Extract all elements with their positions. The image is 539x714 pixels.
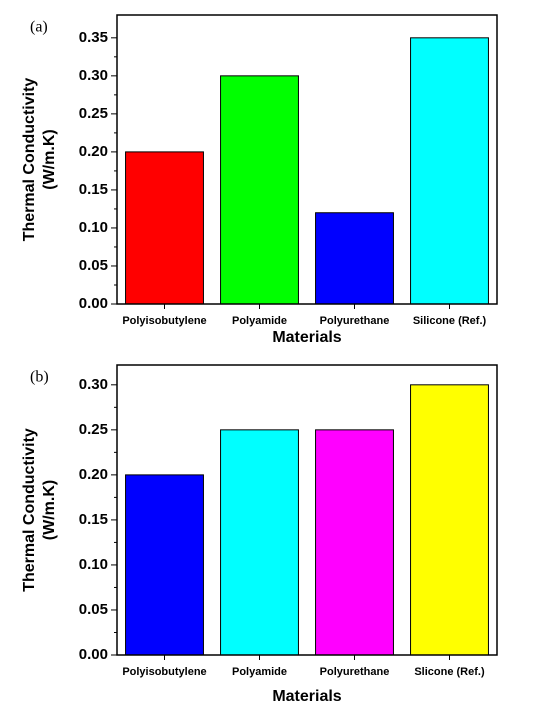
panel-label: (a) [30,19,48,36]
y-axis-label: Thermal Conductivity [21,428,38,592]
x-axis-label: Materials [272,329,341,346]
y-tick-label: 0.25 [79,105,108,122]
y-axis-label: Thermal Conductivity [21,78,38,242]
bar [220,75,299,305]
y-tick-label: 0.25 [79,421,108,438]
x-tick-label: Polyisobutylene [122,315,206,327]
y-tick-label: 0.10 [79,219,108,236]
bar [220,429,299,656]
y-tick-label: 0.05 [79,601,108,618]
y-tick-label: 0.00 [79,295,108,312]
y-tick-label: 0.30 [79,67,108,84]
y-tick-label: 0.10 [79,556,108,573]
y-tick-label: 0.15 [79,181,108,198]
y-tick-label: 0.00 [79,646,108,663]
bar [410,384,489,656]
x-axis-label: Materials [272,688,341,705]
y-tick-label: 0.20 [79,466,108,483]
bar [125,151,204,305]
y-tick-label: 0.20 [79,143,108,160]
x-tick-label: Polyisobutylene [122,666,206,678]
y-tick-label: 0.05 [79,257,108,274]
y-tick-label: 0.15 [79,511,108,528]
plot-frame [116,14,498,305]
y-tick-label: 0.30 [79,376,108,393]
x-tick-label: Silicone (Ref.) [413,315,487,327]
bar [315,212,394,305]
x-tick-label: Polyamide [232,666,287,678]
plot-frame [116,364,498,656]
bar [315,429,394,656]
bar [410,37,489,305]
y-axis-label: (W/m.K) [41,129,58,189]
panel-label: (b) [30,369,49,386]
x-tick-label: Polyurethane [320,315,390,327]
x-tick-label: Polyamide [232,315,287,327]
x-tick-label: Slicone (Ref.) [414,666,485,678]
y-axis-label: (W/m.K) [41,480,58,540]
y-tick-label: 0.35 [79,29,108,46]
x-tick-label: Polyurethane [320,666,390,678]
bar [125,474,204,656]
